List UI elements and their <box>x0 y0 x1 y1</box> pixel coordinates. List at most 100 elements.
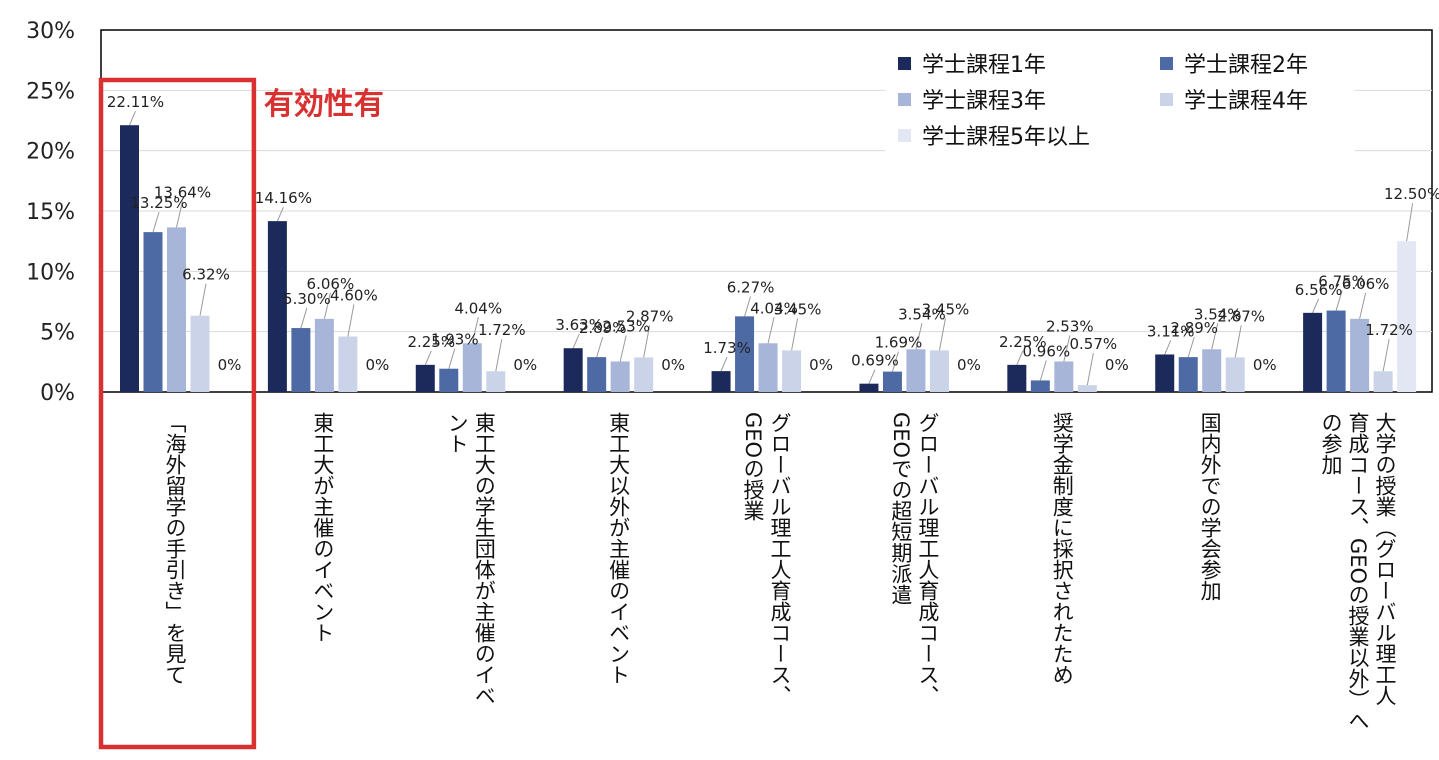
bar <box>462 343 482 392</box>
leader-line <box>1382 339 1390 372</box>
leader-line <box>1164 340 1172 355</box>
highlight-annotation: 有効性有 <box>98 77 384 750</box>
data-label: 0% <box>218 356 242 374</box>
leader-line <box>471 317 479 344</box>
y-tick-label: 10% <box>26 260 75 285</box>
bar <box>314 318 334 392</box>
data-label: 0% <box>513 356 537 374</box>
data-label: 3.54% <box>1194 305 1242 323</box>
bar <box>415 364 435 392</box>
data-label: 22.11% <box>107 93 164 111</box>
bar <box>1030 380 1050 392</box>
legend-entry: 学士課程2年 <box>1184 53 1308 78</box>
data-label: 0% <box>1253 356 1277 374</box>
data-label: 12.50% <box>1384 185 1439 203</box>
data-label: 2.53% <box>602 317 650 335</box>
bar <box>634 357 654 392</box>
category-label: の参加 <box>1319 412 1343 475</box>
leader-line <box>129 111 136 126</box>
data-label: 0.57% <box>1070 335 1118 353</box>
category-label: 東工大が主催のイベント <box>311 412 335 643</box>
data-label: 3.11% <box>1147 322 1195 340</box>
bar <box>1077 385 1097 392</box>
category-label: 東工大以外が主催のイベント <box>607 412 631 685</box>
bar <box>906 349 926 392</box>
data-label: 2.87% <box>1217 307 1265 325</box>
y-tick-label: 5% <box>40 321 75 346</box>
category-label: 国内外での学会参加 <box>1198 412 1222 601</box>
legend-background <box>885 45 1355 153</box>
data-labels: 22.11% 14.16% 2.25% 3.63% 1.73% 0.69% 2.25% 3.1… <box>107 93 1439 374</box>
data-label: 2.53% <box>1046 317 1094 335</box>
bar <box>782 350 802 392</box>
data-label: 4.04% <box>454 299 502 317</box>
legend-swatch <box>898 93 911 106</box>
leader-line <box>276 206 284 222</box>
bar <box>735 316 755 392</box>
data-label: 0% <box>365 356 389 374</box>
data-label: 4.60% <box>330 286 378 304</box>
legend-entry: 学士課程4年 <box>1184 89 1308 114</box>
data-label: 2.25% <box>999 333 1047 351</box>
bar <box>439 368 459 392</box>
leader-line <box>868 369 876 384</box>
data-label: 4.04% <box>750 299 798 317</box>
bar <box>267 221 287 392</box>
leader-line <box>720 356 728 372</box>
category-label: グローバル理工人育成コース、 <box>916 412 940 706</box>
category-label: 東工大の学生団体が主催のイベ <box>472 412 496 706</box>
bar <box>1202 349 1222 392</box>
leader-line <box>424 350 432 366</box>
leader-line <box>791 318 799 351</box>
y-tick-label: 15% <box>26 200 75 225</box>
data-label: 1.69% <box>875 334 923 352</box>
category-label: 育成コース、GEOの授業以外）へ <box>1346 412 1370 731</box>
legend-swatch <box>898 57 911 70</box>
data-label: 6.75% <box>1318 273 1366 291</box>
leader-line <box>1039 360 1047 381</box>
leader-line <box>1063 335 1071 362</box>
data-label: 0% <box>1105 356 1129 374</box>
leader-line <box>1312 298 1320 314</box>
data-label: 0% <box>661 356 685 374</box>
leader-line <box>176 201 183 228</box>
leader-line <box>1359 292 1367 319</box>
legend-entry: 学士課程1年 <box>922 53 1046 78</box>
leader-line <box>643 325 651 358</box>
leader-line <box>1234 325 1242 358</box>
data-label: 6.56% <box>1295 281 1343 299</box>
data-label: 13.64% <box>154 183 211 201</box>
bar <box>1155 354 1175 392</box>
bar <box>338 336 358 392</box>
data-label: 6.06% <box>1342 275 1390 293</box>
leader-line <box>199 283 207 316</box>
category-label: ント <box>445 412 469 454</box>
category-label: 奨学金制度に採択されたため <box>1050 412 1074 685</box>
data-label: 5.30% <box>283 290 331 308</box>
data-label: 13.25% <box>130 194 187 212</box>
data-label: 6.32% <box>182 266 230 284</box>
bar <box>758 343 778 392</box>
leader-line <box>323 292 331 319</box>
leader-line <box>1211 323 1219 350</box>
bar <box>587 357 607 392</box>
highlight-box <box>98 77 257 750</box>
leader-line <box>448 348 456 369</box>
leader-line <box>619 335 627 362</box>
bar <box>929 350 949 392</box>
bar <box>1178 357 1198 392</box>
bar <box>882 371 902 392</box>
category-labels: 「海外留学の手引き」を見て 東工大が主催のイベント 東工大の学生団体が主催のイベント… <box>163 412 1397 731</box>
data-label: 0% <box>809 356 833 374</box>
data-label: 6.27% <box>727 278 775 296</box>
leader-line <box>572 334 580 349</box>
data-label: 2.87% <box>626 307 674 325</box>
bar <box>859 383 879 392</box>
bar <box>1225 357 1245 392</box>
leader-line <box>1187 336 1195 358</box>
y-tick-label: 25% <box>26 79 75 104</box>
bar <box>120 125 139 393</box>
leader-line <box>938 318 946 351</box>
y-tick-label: 30% <box>26 19 75 44</box>
leader-line <box>1335 290 1343 311</box>
